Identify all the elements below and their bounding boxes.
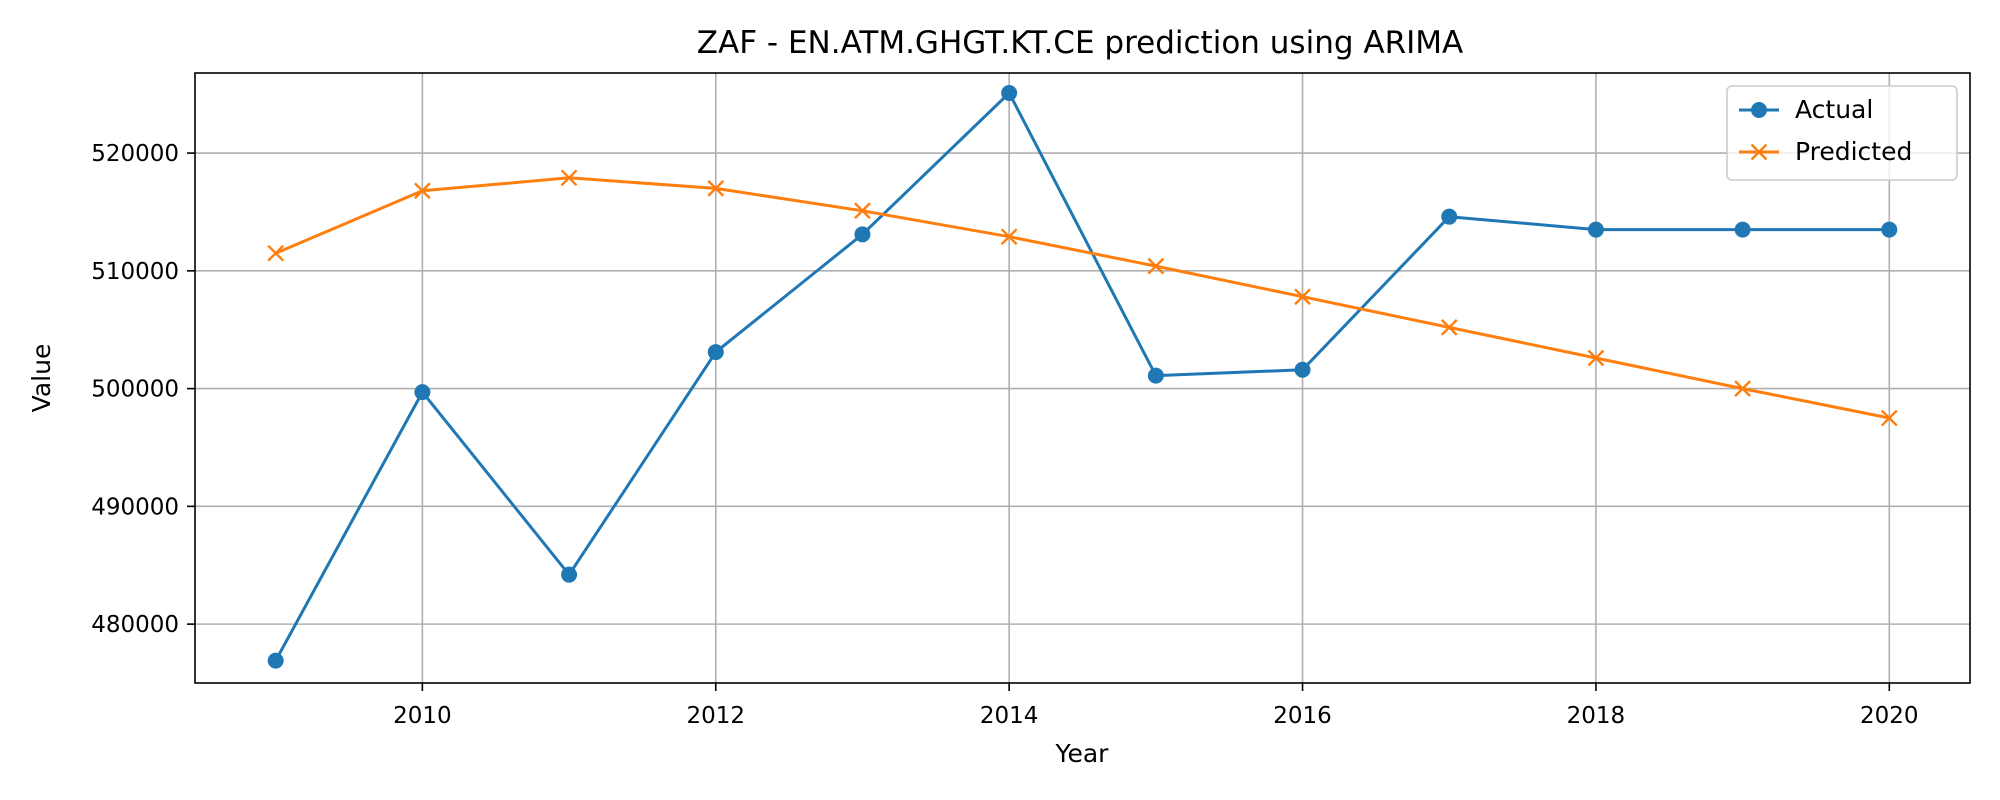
x-tick-label: 2014: [980, 703, 1039, 729]
predicted-point: [560, 169, 578, 187]
actual-point: [561, 566, 578, 583]
legend-box: [1726, 85, 1958, 181]
predicted-point: [854, 202, 871, 220]
y-tick-label: 520000: [91, 141, 179, 167]
y-tick-label: 500000: [91, 377, 179, 403]
x-tick-label: 2010: [393, 703, 452, 729]
actual-point: [414, 384, 431, 401]
series-layer: [267, 85, 1898, 669]
legend-label-predicted: Predicted: [1795, 137, 1912, 166]
predicted-point: [1294, 288, 1311, 306]
predicted-point: [267, 244, 285, 262]
actual-point: [1587, 221, 1604, 238]
actual-point: [854, 226, 871, 243]
predicted-point: [1147, 257, 1165, 275]
x-axis-label: Year: [1055, 739, 1110, 768]
y-tick-label: 490000: [91, 494, 179, 520]
legend-item-predicted: Predicted: [1739, 137, 1912, 166]
y-tick-label: 510000: [91, 259, 179, 285]
y-tick-label: 480000: [91, 612, 179, 638]
actual-point: [1294, 361, 1311, 378]
x-tick-label: 2018: [1567, 703, 1626, 729]
predicted-point: [1440, 319, 1458, 336]
actual-point: [1734, 221, 1751, 238]
series-actual: [267, 85, 1898, 669]
predicted-point: [414, 182, 431, 200]
actual-line: [274, 91, 1890, 662]
y-axis-label: Value: [27, 344, 56, 413]
legend-label-actual: Actual: [1795, 95, 1873, 124]
chart-title: ZAF - EN.ATM.GHGT.KT.CE prediction using…: [697, 25, 1463, 61]
legend-marker-predicted: [1750, 143, 1768, 161]
predicted-point: [1734, 380, 1751, 397]
series-predicted: [267, 169, 1898, 427]
actual-point: [707, 344, 724, 361]
legend-item-actual: Actual: [1739, 95, 1873, 124]
predicted-point: [1587, 349, 1605, 367]
x-tick-label: 2020: [1860, 703, 1919, 729]
actual-point: [1441, 208, 1458, 225]
actual-point: [1001, 85, 1018, 102]
y-axis: 480000 490000 500000 510000 520000: [91, 141, 195, 638]
x-tick-label: 2016: [1273, 703, 1332, 729]
actual-point: [1147, 367, 1164, 384]
predicted-point: [1000, 228, 1018, 246]
actual-point: [267, 652, 284, 669]
predicted-point: [1880, 409, 1898, 427]
predicted-point: [707, 180, 725, 197]
legend-marker-actual: [1751, 102, 1767, 118]
actual-point: [1881, 221, 1898, 238]
x-tick-label: 2012: [686, 703, 745, 729]
plot-frame: [194, 72, 1971, 684]
legend: Actual Predicted: [1726, 85, 1958, 181]
x-axis: 2010 2012 2014 2016 2018 2020: [393, 683, 1919, 729]
predicted-line: [275, 176, 1890, 420]
